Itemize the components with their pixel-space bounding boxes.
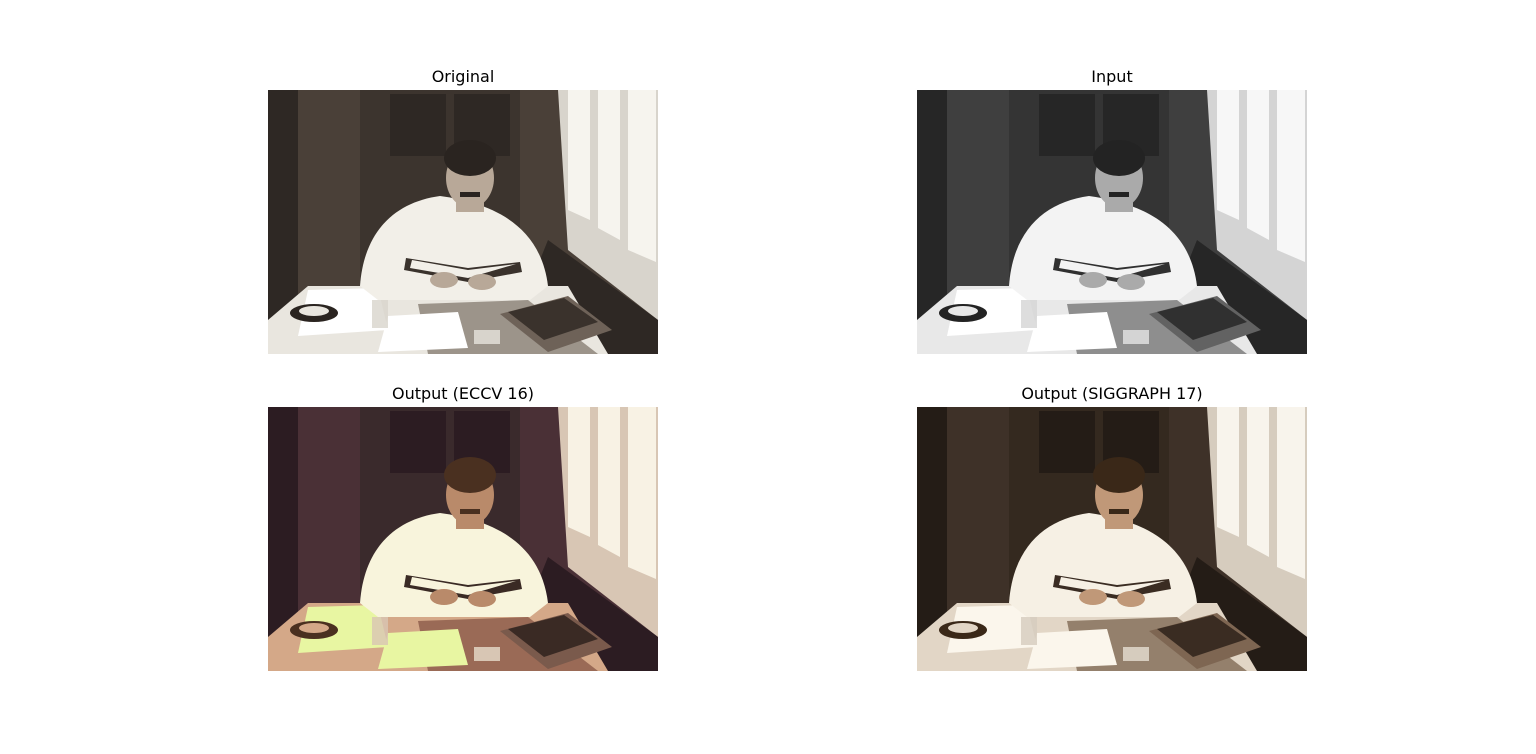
book-pages	[410, 260, 516, 278]
photo-input	[917, 90, 1307, 354]
book-pages	[1059, 260, 1165, 278]
mustache	[1109, 192, 1129, 197]
panel-title-eccv: Output (ECCV 16)	[392, 384, 534, 403]
hand-left	[430, 272, 458, 288]
mustache	[460, 192, 480, 197]
ashtray-rim	[948, 623, 978, 633]
hand-right	[468, 274, 496, 290]
mustache	[1109, 509, 1129, 514]
glass	[372, 300, 388, 328]
hair	[1093, 140, 1145, 176]
ashtray-rim	[299, 306, 329, 316]
small-box	[1123, 330, 1149, 344]
light-patch-mid	[378, 629, 468, 669]
window-pane-3	[628, 407, 656, 579]
light-patch-left	[947, 605, 1037, 653]
window-pane-3	[1277, 90, 1305, 262]
book-stack-top	[508, 615, 598, 657]
book-pages	[1059, 577, 1165, 595]
book-stack-top	[1157, 298, 1247, 340]
panel-title-siggraph: Output (SIGGRAPH 17)	[1021, 384, 1203, 403]
window-pane-3	[628, 90, 656, 262]
hair	[1093, 457, 1145, 493]
window-pane-1	[1217, 90, 1239, 220]
book-stack-top	[508, 298, 598, 340]
light-patch-mid	[378, 312, 468, 352]
hand-left	[1079, 589, 1107, 605]
hand-right	[468, 591, 496, 607]
small-box	[474, 330, 500, 344]
window-pane-1	[1217, 407, 1239, 537]
hand-left	[430, 589, 458, 605]
window-pane-2	[1247, 90, 1269, 240]
photo-original	[268, 90, 658, 354]
mustache	[460, 509, 480, 514]
window-pane-1	[568, 407, 590, 537]
light-patch-left	[947, 288, 1037, 336]
photo-output-siggraph	[917, 407, 1307, 671]
window-pane-2	[598, 90, 620, 240]
photo-output-eccv	[268, 407, 658, 671]
panel-title-original: Original	[431, 67, 495, 86]
door-window	[1039, 411, 1095, 473]
ashtray-rim	[948, 306, 978, 316]
small-box	[474, 647, 500, 661]
door-window	[390, 94, 446, 156]
door-window	[1039, 94, 1095, 156]
hair	[444, 457, 496, 493]
glass	[1021, 300, 1037, 328]
door-window	[390, 411, 446, 473]
window-pane-3	[1277, 407, 1305, 579]
book-stack-top	[1157, 615, 1247, 657]
panel-title-input: Input	[1091, 67, 1133, 86]
hand-right	[1117, 274, 1145, 290]
window-pane-1	[568, 90, 590, 220]
light-patch-mid	[1027, 312, 1117, 352]
glass	[1021, 617, 1037, 645]
ashtray-rim	[299, 623, 329, 633]
glass	[372, 617, 388, 645]
light-patch-left	[298, 288, 388, 336]
book-pages	[410, 577, 516, 595]
hair	[444, 140, 496, 176]
hand-left	[1079, 272, 1107, 288]
hand-right	[1117, 591, 1145, 607]
light-patch-mid	[1027, 629, 1117, 669]
small-box	[1123, 647, 1149, 661]
window-pane-2	[598, 407, 620, 557]
light-patch-left	[298, 605, 388, 653]
window-pane-2	[1247, 407, 1269, 557]
